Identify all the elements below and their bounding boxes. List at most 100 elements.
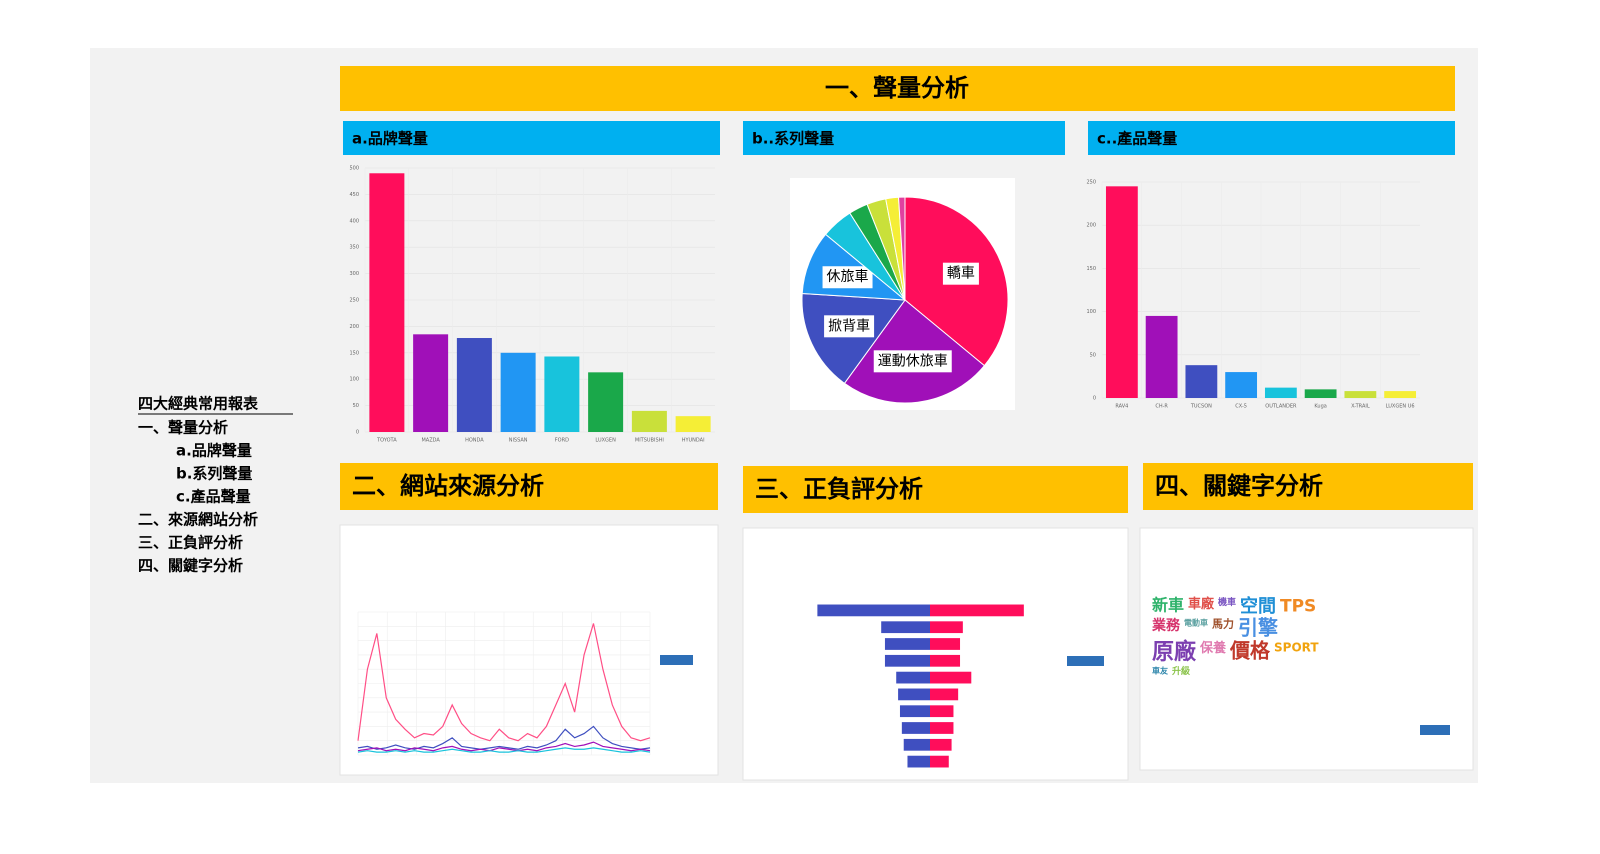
- pie-label-bg: [942, 262, 979, 285]
- bar: [1145, 315, 1178, 398]
- y-tick-label: 250: [349, 298, 359, 304]
- tornado-bar: [930, 654, 961, 667]
- keyword: 車友: [1152, 666, 1168, 676]
- pie-slice: [898, 196, 906, 301]
- line-series: [357, 623, 651, 742]
- bar: [1264, 387, 1297, 398]
- y-tick-label: 50: [1090, 352, 1096, 358]
- chart-title: 三、正負評分析: [755, 475, 923, 503]
- x-tick-label: HONDA: [465, 438, 484, 444]
- sub-banner: [743, 121, 1065, 155]
- chart-title: 四、關鍵字分析: [1155, 472, 1323, 500]
- section-title: 一、聲量分析: [825, 74, 969, 102]
- x-tick-label: HYUNDAI: [682, 438, 705, 444]
- tornado-bar: [930, 755, 949, 768]
- bar: [1304, 389, 1337, 398]
- x-tick-label: Kuga: [1314, 404, 1326, 410]
- pie-label-bg: [873, 350, 952, 373]
- chart-title: 二、網站來源分析: [352, 472, 544, 500]
- tornado-bar: [817, 604, 930, 617]
- tornado-bar: [898, 688, 930, 701]
- section-banner: [1143, 463, 1473, 510]
- pie-label: 轎車: [947, 265, 975, 282]
- y-tick-label: 400: [349, 218, 359, 224]
- thumbnail: [1139, 527, 1474, 771]
- line-series: [357, 725, 651, 750]
- keyword: SPORT: [1274, 641, 1319, 655]
- tornado-bar: [930, 671, 972, 684]
- x-tick-label: TUCSON: [1190, 404, 1212, 410]
- bar: [500, 352, 536, 432]
- pie-label: 運動休旅車: [878, 352, 948, 369]
- section-banner: [743, 466, 1128, 513]
- tornado-bar: [881, 621, 930, 634]
- tornado-bar: [884, 654, 930, 667]
- keyword: 機車: [1218, 596, 1236, 608]
- tornado-bar: [899, 705, 930, 718]
- tornado-bar: [896, 671, 930, 684]
- line-series: [357, 741, 651, 752]
- thumbnail: [339, 524, 719, 776]
- bar: [413, 334, 449, 432]
- keyword: 電動車: [1184, 618, 1208, 628]
- y-tick-label: 0: [1093, 396, 1096, 402]
- keyword: 業務: [1151, 617, 1181, 634]
- button[interactable]: [1067, 656, 1104, 666]
- bar: [1225, 372, 1258, 398]
- bar: [1185, 365, 1218, 398]
- y-tick-label: 150: [1086, 266, 1096, 272]
- tornado-bar: [930, 604, 1024, 617]
- button[interactable]: [1420, 725, 1450, 735]
- sidebar-title: 四大經典常用報表: [138, 395, 259, 413]
- pie-label-bg: [822, 266, 873, 289]
- tornado-bar: [930, 705, 954, 718]
- y-tick-label: 300: [349, 271, 359, 277]
- bar: [675, 416, 711, 432]
- x-tick-label: FORD: [555, 438, 569, 444]
- x-tick-label: CX-5: [1235, 404, 1247, 410]
- y-tick-label: 500: [349, 166, 359, 172]
- sub-banner: [343, 121, 720, 155]
- tornado-bar: [907, 755, 930, 768]
- y-tick-label: 150: [349, 350, 359, 356]
- thumbnail: [742, 527, 1129, 781]
- keyword: TPS: [1280, 597, 1316, 617]
- x-tick-label: TOYOTA: [376, 438, 397, 444]
- chart-title: b..系列聲量: [752, 130, 834, 148]
- y-tick-label: 250: [1086, 180, 1096, 186]
- keyword: 保養: [1199, 640, 1226, 656]
- y-tick-label: 0: [356, 430, 359, 436]
- sidebar-item: 一、聲量分析: [138, 419, 228, 437]
- bar: [456, 338, 492, 432]
- tornado-bar: [930, 638, 961, 650]
- x-tick-label: RAV4: [1115, 404, 1128, 410]
- keyword: 空間: [1240, 595, 1276, 617]
- keyword: 升級: [1172, 665, 1190, 677]
- x-tick-label: CH-R: [1155, 404, 1168, 410]
- bar: [588, 372, 624, 432]
- tornado-bar: [930, 722, 954, 734]
- x-tick-label: MAZDA: [421, 438, 440, 444]
- button[interactable]: [660, 655, 693, 665]
- x-tick-label: NISSAN: [509, 438, 528, 444]
- x-tick-label: OUTLANDER: [1265, 404, 1297, 410]
- y-tick-label: 100: [1086, 309, 1096, 315]
- sidebar-item: 四、關鍵字分析: [138, 557, 243, 575]
- tornado-bar: [903, 738, 930, 751]
- tornado-bar: [901, 722, 930, 734]
- line-series: [357, 747, 651, 753]
- chart-title: c..產品聲量: [1097, 130, 1177, 148]
- sidebar-item: 三、正負評分析: [138, 534, 243, 552]
- y-tick-label: 350: [349, 245, 359, 251]
- x-tick-label: LUXGEN U6: [1386, 404, 1415, 410]
- sidebar-item: b.系列聲量: [176, 465, 252, 483]
- bar: [631, 410, 667, 432]
- y-tick-label: 450: [349, 192, 359, 198]
- chart-title: a.品牌聲量: [352, 130, 428, 148]
- bar: [544, 356, 580, 432]
- bar: [1384, 391, 1417, 398]
- tornado-bar: [930, 688, 959, 701]
- keyword: 馬力: [1212, 617, 1234, 631]
